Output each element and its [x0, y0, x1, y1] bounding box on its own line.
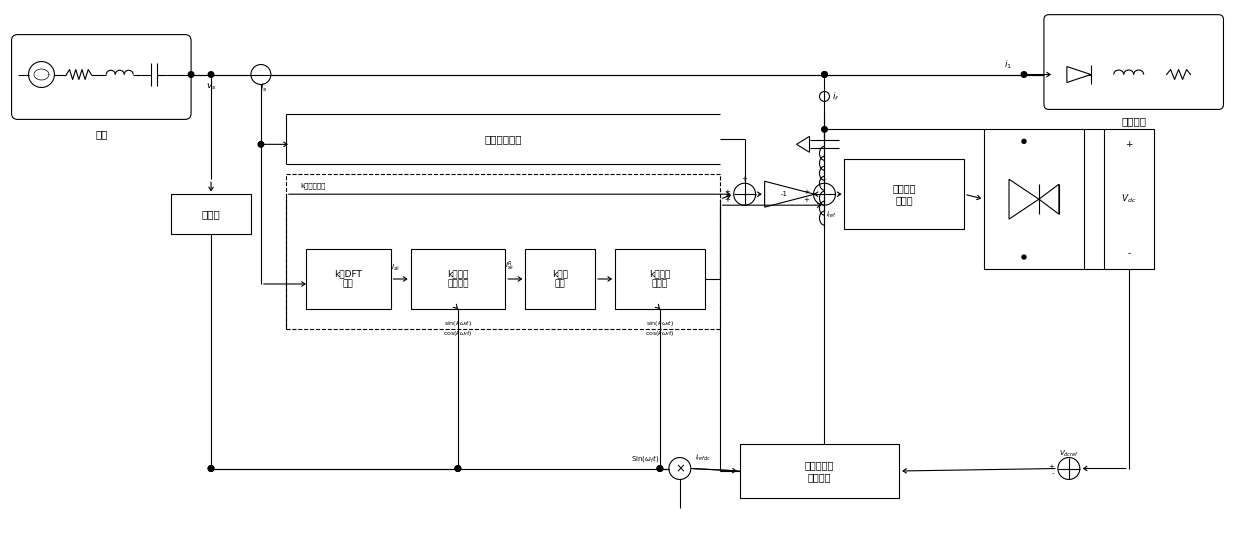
- Text: $i_{ref}$: $i_{ref}$: [827, 210, 838, 220]
- Polygon shape: [765, 181, 815, 207]
- Text: +: +: [724, 189, 729, 195]
- Bar: [410, 249, 505, 309]
- Text: ×: ×: [675, 462, 684, 475]
- Text: $i_{refdc}$: $i_{refdc}$: [694, 452, 712, 462]
- Circle shape: [208, 72, 213, 77]
- Bar: [615, 249, 704, 309]
- Text: $I^R_{sk}$: $I^R_{sk}$: [506, 260, 515, 273]
- Text: $v_s$: $v_s$: [206, 81, 216, 92]
- Text: +: +: [742, 176, 748, 182]
- Text: k次旋转
反变换: k次旋转 反变换: [650, 270, 671, 289]
- Polygon shape: [796, 136, 810, 152]
- Circle shape: [657, 466, 662, 471]
- Bar: [1104, 130, 1153, 269]
- Circle shape: [822, 127, 827, 132]
- Text: +: +: [1048, 463, 1054, 469]
- Text: $i_1$: $i_1$: [1004, 58, 1012, 71]
- Text: $V_{dc}$: $V_{dc}$: [1121, 193, 1137, 205]
- Polygon shape: [1066, 66, 1091, 82]
- Circle shape: [258, 142, 264, 147]
- Text: 直流母线电
压调节器: 直流母线电 压调节器: [805, 460, 835, 482]
- Bar: [286, 174, 719, 329]
- Text: 锁相环: 锁相环: [202, 209, 221, 219]
- Circle shape: [822, 72, 827, 77]
- Polygon shape: [1039, 184, 1059, 214]
- Bar: [171, 194, 250, 234]
- Circle shape: [455, 466, 461, 471]
- Text: +: +: [804, 197, 810, 203]
- Bar: [306, 249, 391, 309]
- Bar: [985, 130, 1084, 269]
- Text: 谐波负载: 谐波负载: [1121, 116, 1146, 126]
- Text: $i_s$: $i_s$: [260, 81, 268, 94]
- Circle shape: [1022, 72, 1027, 77]
- Bar: [526, 249, 595, 309]
- Text: k次调
节器: k次调 节器: [552, 270, 568, 289]
- Text: $\sin(k\omega_f t)$
$\cos(k\omega_f t)$: $\sin(k\omega_f t)$ $\cos(k\omega_f t)$: [645, 319, 675, 338]
- Circle shape: [208, 466, 213, 471]
- Text: k次谐波通道: k次谐波通道: [301, 182, 326, 189]
- Text: +: +: [724, 197, 729, 203]
- Text: +: +: [804, 189, 810, 195]
- Circle shape: [208, 466, 213, 471]
- Text: $i_f$: $i_f$: [832, 90, 839, 103]
- Circle shape: [1022, 255, 1025, 259]
- Circle shape: [822, 72, 827, 77]
- Text: $\sin(k\omega_f t)$
$\cos(k\omega_f t)$: $\sin(k\omega_f t)$ $\cos(k\omega_f t)$: [443, 319, 472, 338]
- FancyBboxPatch shape: [11, 35, 191, 119]
- Circle shape: [1022, 139, 1025, 143]
- Circle shape: [657, 466, 662, 471]
- Text: -1: -1: [781, 191, 789, 197]
- Text: -: -: [1127, 250, 1131, 259]
- Text: $I_{sk}$: $I_{sk}$: [391, 263, 401, 273]
- Bar: [740, 444, 899, 498]
- Bar: [844, 159, 965, 229]
- Text: -: -: [823, 176, 826, 182]
- Text: -: -: [1052, 470, 1054, 477]
- FancyBboxPatch shape: [1044, 15, 1224, 109]
- Text: $V_{dcref}$: $V_{dcref}$: [1059, 449, 1079, 458]
- Text: $\mathrm{Sin}(\omega_f t)$: $\mathrm{Sin}(\omega_f t)$: [631, 452, 660, 463]
- Circle shape: [455, 466, 461, 471]
- Text: k次同步
旋转变换: k次同步 旋转变换: [448, 270, 469, 289]
- Text: 电网: 电网: [95, 130, 108, 139]
- Text: +: +: [1125, 140, 1132, 149]
- Text: 其余谐波通道: 其余谐波通道: [484, 135, 522, 144]
- Polygon shape: [1009, 179, 1039, 219]
- Text: k次DFT
变换: k次DFT 变换: [335, 270, 362, 289]
- Text: 内环电流
调节器: 内环电流 调节器: [893, 183, 916, 205]
- Circle shape: [188, 72, 193, 77]
